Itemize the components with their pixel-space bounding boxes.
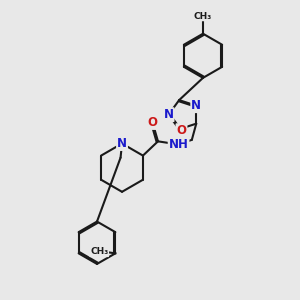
Text: NH: NH — [169, 138, 188, 151]
Text: N: N — [164, 108, 174, 121]
Text: N: N — [117, 137, 127, 150]
Text: CH₃: CH₃ — [90, 248, 108, 256]
Text: O: O — [147, 116, 157, 129]
Text: O: O — [176, 124, 187, 137]
Text: N: N — [191, 99, 201, 112]
Text: CH₃: CH₃ — [194, 11, 212, 20]
